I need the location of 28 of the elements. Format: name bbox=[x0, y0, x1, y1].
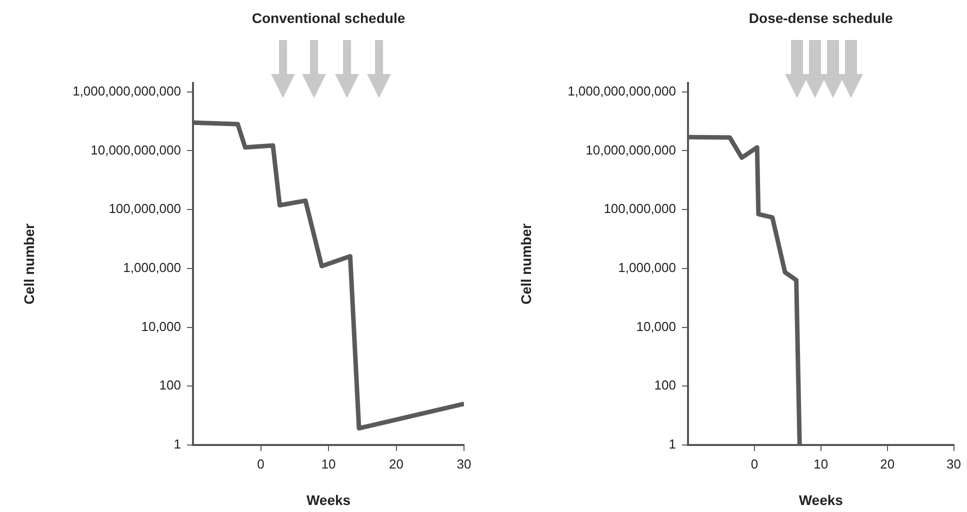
y-tick-label: 100 bbox=[159, 378, 181, 393]
chart-title: Conventional schedule bbox=[252, 10, 406, 26]
x-axis-title: Weeks bbox=[798, 492, 843, 508]
y-tick-label: 100 bbox=[654, 378, 676, 393]
y-tick-label: 100,000,000 bbox=[604, 201, 676, 216]
x-axis-title: Weeks bbox=[306, 492, 351, 508]
y-tick-label: 10,000 bbox=[636, 318, 676, 334]
y-tick-label: 10,000 bbox=[141, 318, 181, 334]
x-tick-label: 10 bbox=[814, 456, 828, 472]
y-axis-title: Cell number bbox=[518, 224, 534, 304]
chart-title: Dose-dense schedule bbox=[748, 10, 893, 26]
y-tick-label: 1 bbox=[174, 436, 181, 452]
x-tick-label: 20 bbox=[880, 456, 895, 472]
x-tick-label: 0 bbox=[257, 456, 264, 472]
x-tick-label: 0 bbox=[750, 456, 758, 472]
y-tick-label: 1,000,000 bbox=[123, 260, 181, 276]
y-axis-title: Cell number bbox=[21, 224, 37, 304]
y-tick-label: 1,000,000,000,000 bbox=[568, 83, 676, 98]
x-tick-label: 20 bbox=[389, 456, 404, 472]
y-tick-label: 10,000,000,000 bbox=[586, 142, 676, 158]
x-tick-label: 30 bbox=[946, 456, 962, 472]
y-tick-label: 1 bbox=[668, 436, 676, 452]
y-tick-label: 10,000,000,000 bbox=[90, 142, 181, 158]
y-tick-label: 100,000,000 bbox=[108, 201, 181, 216]
x-tick-label: 10 bbox=[321, 456, 336, 472]
x-tick-label: 30 bbox=[456, 456, 472, 472]
y-tick-label: 1,000,000,000,000 bbox=[72, 83, 181, 98]
y-tick-label: 1,000,000 bbox=[618, 260, 676, 276]
